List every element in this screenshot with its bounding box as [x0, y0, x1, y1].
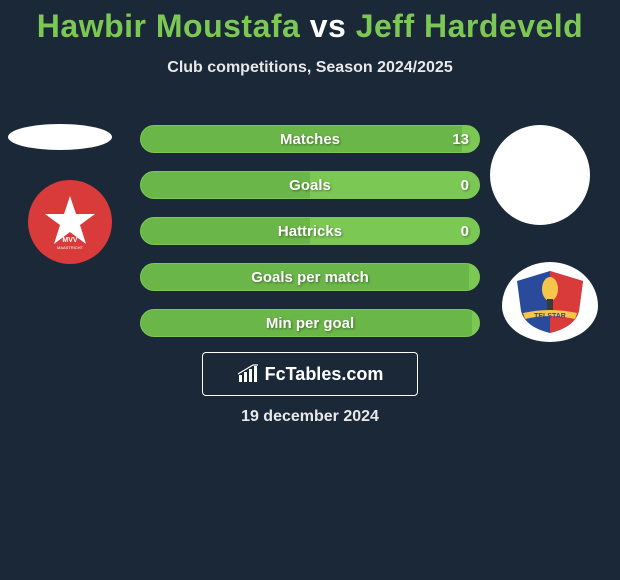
player1-avatar [8, 124, 112, 150]
club-left-sub: MAASTRICHT [57, 245, 84, 250]
subtitle: Club competitions, Season 2024/2025 [0, 59, 620, 77]
watermark-text: FcTables.com [265, 364, 384, 385]
bar-goals: Goals 0 [140, 171, 480, 199]
telstar-shield-icon: TELSTAR [513, 269, 587, 335]
comparison-bars: Matches 13 Goals 0 Hattricks 0 Goals per… [140, 125, 480, 355]
mvv-star-icon: MVV MAASTRICHT [40, 192, 100, 252]
bar-label: Goals per match [141, 264, 479, 290]
player2-club-logo: TELSTAR [502, 262, 598, 342]
club-left-text: MVV [62, 237, 78, 244]
bar-value: 13 [452, 126, 469, 152]
player1-club-logo: MVV MAASTRICHT [28, 180, 112, 264]
bar-hattricks: Hattricks 0 [140, 217, 480, 245]
date: 19 december 2024 [0, 408, 620, 426]
bar-label: Hattricks [141, 218, 479, 244]
page-title: Hawbir Moustafa vs Jeff Hardeveld [0, 0, 620, 45]
player1-name: Hawbir Moustafa [37, 8, 301, 44]
watermark: FcTables.com [202, 352, 418, 396]
bar-label: Matches [141, 126, 479, 152]
bar-min-per-goal: Min per goal [140, 309, 480, 337]
player2-avatar [490, 125, 590, 225]
bar-value: 0 [461, 172, 469, 198]
bar-goals-per-match: Goals per match [140, 263, 480, 291]
bar-value: 0 [461, 218, 469, 244]
title-vs: vs [310, 8, 347, 44]
bar-label: Goals [141, 172, 479, 198]
bar-label: Min per goal [141, 310, 479, 336]
player2-name: Jeff Hardeveld [356, 8, 584, 44]
chart-bars-icon [237, 363, 259, 385]
bar-matches: Matches 13 [140, 125, 480, 153]
club-right-text: TELSTAR [534, 313, 566, 320]
